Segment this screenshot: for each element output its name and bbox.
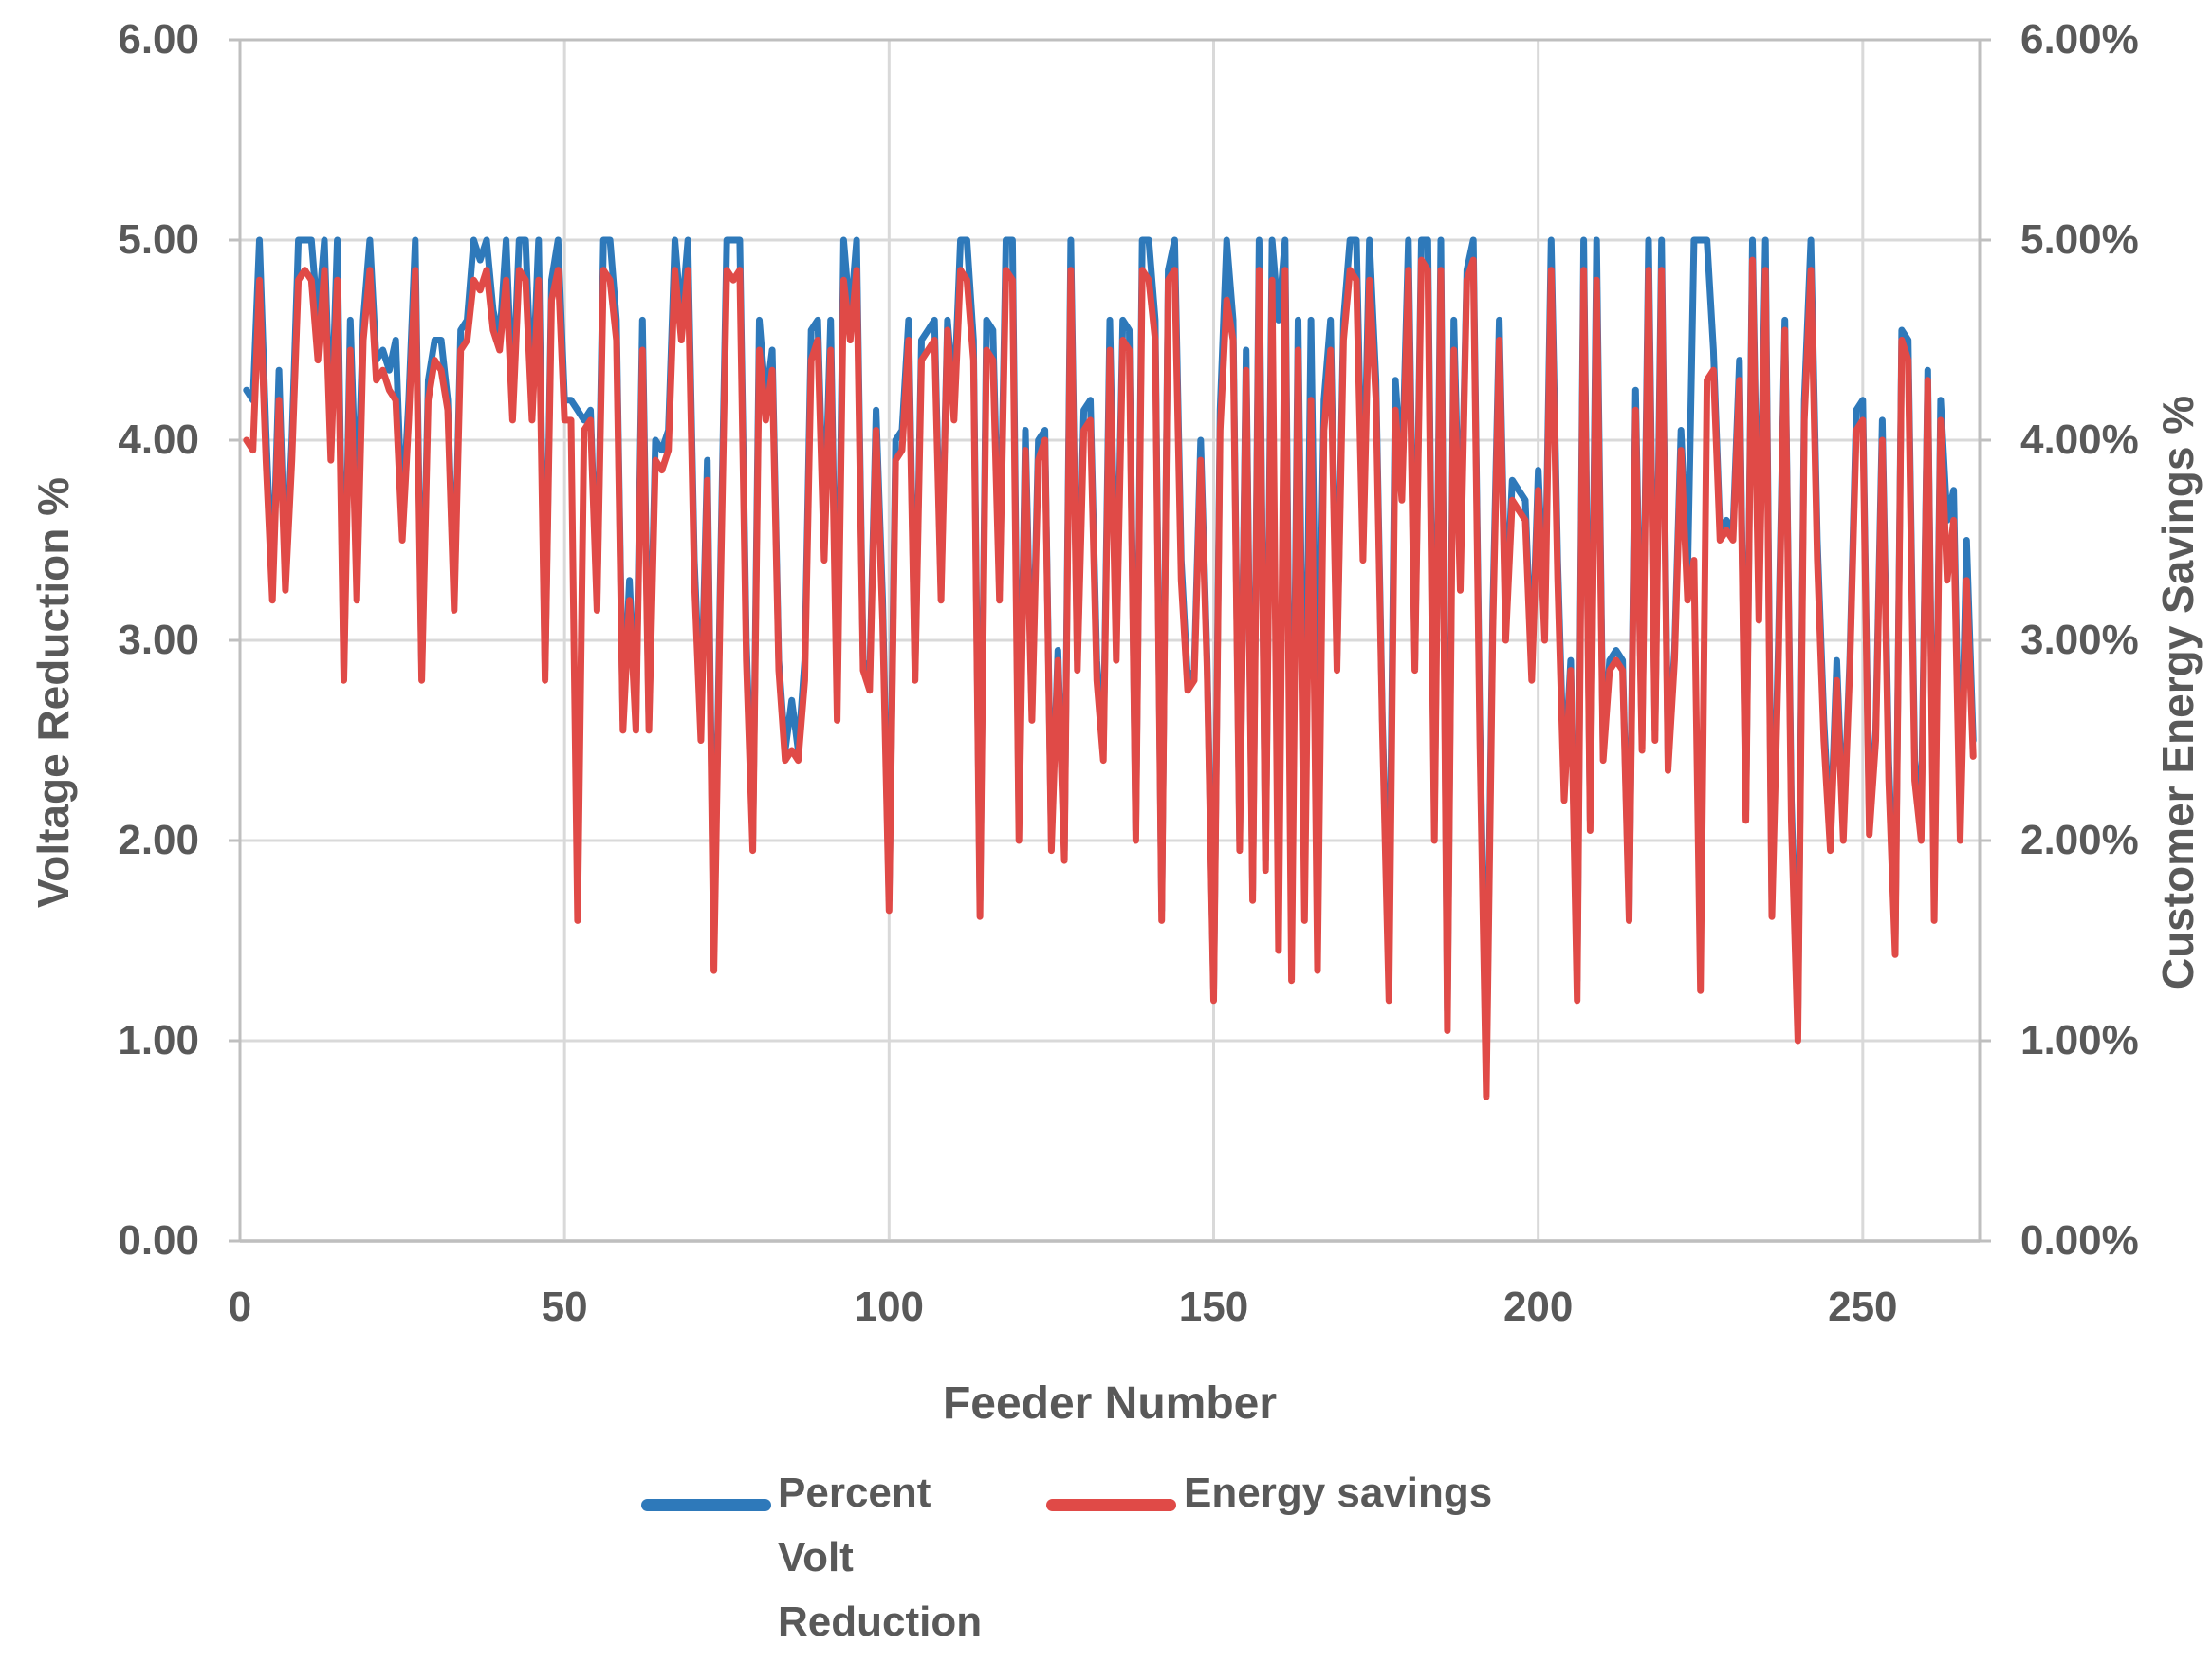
left-axis-tick-label: 4.00 [118, 416, 199, 463]
x-axis-tick-label: 100 [854, 1284, 925, 1330]
legend-swatch-percent-volt-reduction [641, 1499, 771, 1511]
right-axis-tick-label: 5.00% [2020, 216, 2139, 263]
legend-label-energy-savings: Energy savings [1184, 1470, 1493, 1516]
left-axis-tick-label: 2.00 [118, 817, 199, 863]
x-axis-tick-label: 0 [228, 1284, 252, 1330]
left-axis-tick-label: 0.00 [118, 1217, 199, 1264]
right-axis-tick-label: 6.00% [2020, 16, 2139, 63]
right-axis-tick-label: 1.00% [2020, 1017, 2139, 1063]
left-axis-title: Voltage Reduction % [28, 476, 78, 909]
right-axis-tick-label: 0.00% [2020, 1217, 2139, 1264]
x-axis-tick-label: 200 [1502, 1284, 1574, 1330]
legend-swatch-energy-savings [1046, 1499, 1176, 1511]
left-axis-tick-label: 1.00 [118, 1017, 199, 1063]
left-axis-tick-label: 3.00 [118, 617, 199, 663]
legend-label-percent-volt-reduction: Percent Volt Reduction [778, 1470, 983, 1645]
plot-border [238, 38, 1982, 1243]
x-axis-tick-label: 150 [1178, 1284, 1249, 1330]
left-axis-tick-label: 6.00 [118, 16, 199, 63]
right-axis-title: Customer Energy Savings % [2153, 395, 2203, 990]
series-line-energy-savings [243, 256, 1977, 1100]
x-axis-tick-label: 250 [1828, 1284, 1898, 1330]
right-axis-tick-label: 2.00% [2020, 817, 2139, 863]
x-axis-tick-label: 50 [541, 1284, 588, 1330]
left-axis-tick-label: 5.00 [118, 216, 199, 263]
x-axis-title: Feeder Number [942, 1378, 1278, 1429]
right-axis-tick-label: 3.00% [2020, 617, 2139, 663]
right-axis-tick-label: 4.00% [2020, 416, 2139, 463]
